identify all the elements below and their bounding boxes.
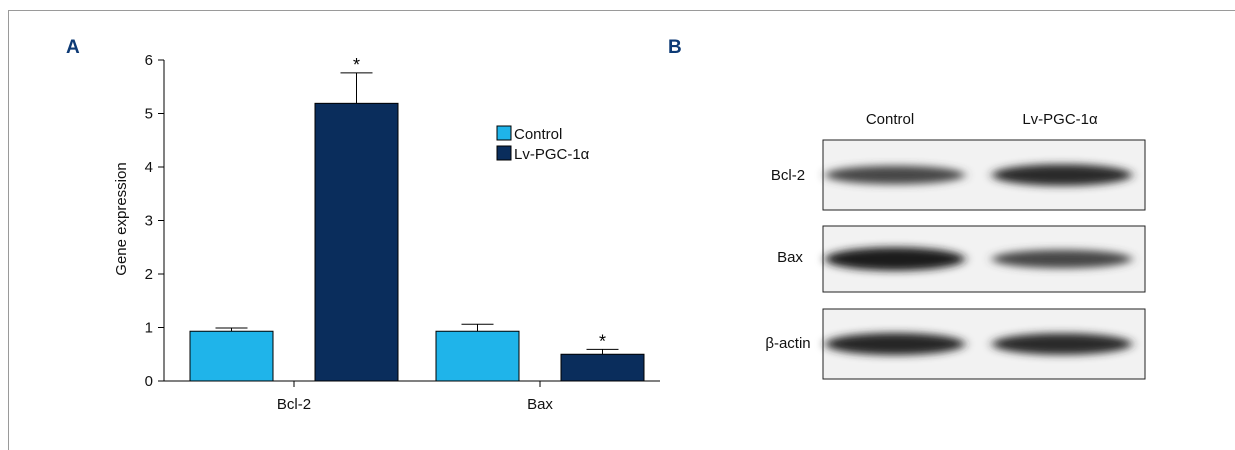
blot-row-bax: Bax xyxy=(777,249,803,266)
blot-strips xyxy=(822,139,1146,380)
bar-bax-series-1 xyxy=(560,353,645,382)
y-tick-label: 5 xyxy=(145,106,153,123)
legend-swatch-lv-pgc xyxy=(496,145,512,161)
blot-band xyxy=(992,249,1132,269)
x-tick-label: Bcl-2 xyxy=(277,396,311,413)
y-tick-label: 3 xyxy=(145,213,153,230)
chart-legend: Control Lv-PGC-1α xyxy=(496,125,590,163)
western-blot: Control Lv-PGC-1α Bcl-2 Bax β-actin xyxy=(765,111,1146,380)
blot-row-beta-actin: β-actin xyxy=(765,335,810,352)
x-tick-label: Bax xyxy=(527,396,553,413)
bar-bax-series-0 xyxy=(435,330,520,382)
bar-bcl-2-series-0 xyxy=(189,330,274,382)
figure-frame xyxy=(8,10,1235,450)
y-tick-label: 6 xyxy=(145,52,153,69)
legend-swatch-control xyxy=(496,125,512,141)
y-tick-label: 1 xyxy=(145,320,153,337)
y-axis-label: Gene expression xyxy=(113,162,130,275)
y-tick-label: 0 xyxy=(145,373,153,390)
y-ticks: 0 1 2 3 4 5 6 xyxy=(145,52,164,390)
blot-column-control: Control xyxy=(866,111,914,128)
blot-band xyxy=(825,247,965,271)
blot-column-lv-pgc: Lv-PGC-1α xyxy=(1022,111,1098,128)
panel-b-letter: B xyxy=(668,37,682,58)
bar-bcl-2-series-1 xyxy=(314,102,399,382)
panel-a-letter: A xyxy=(66,37,80,58)
blot-band xyxy=(825,165,965,185)
blot-row-bcl2: Bcl-2 xyxy=(771,167,805,184)
blot-band xyxy=(825,332,965,356)
bars: ** xyxy=(189,55,645,382)
y-tick-label: 4 xyxy=(145,159,153,176)
y-tick-label: 2 xyxy=(145,266,153,283)
x-ticks: Bcl-2 Bax xyxy=(277,381,553,413)
legend-label-control: Control xyxy=(514,126,562,143)
blot-band xyxy=(992,333,1132,355)
significance-marker: * xyxy=(599,331,606,351)
significance-marker: * xyxy=(353,55,360,75)
legend-label-lv-pgc: Lv-PGC-1α xyxy=(514,146,590,163)
blot-band xyxy=(992,164,1132,186)
